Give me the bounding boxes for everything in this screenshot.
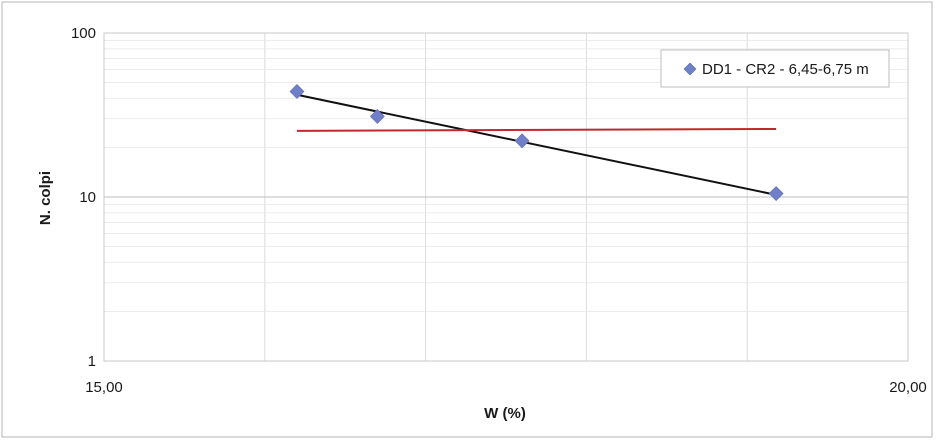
reference-line bbox=[296, 127, 777, 132]
plot-area bbox=[103, 32, 909, 362]
y-tick-label: 100 bbox=[71, 25, 96, 42]
x-axis-label: W (%) bbox=[484, 405, 526, 422]
y-tick-label: 10 bbox=[79, 189, 96, 206]
y-tick-label: 1 bbox=[88, 353, 96, 370]
y-axis-label: N. colpi bbox=[37, 171, 54, 225]
x-tick-label: 15,00 bbox=[85, 379, 123, 396]
data-point bbox=[369, 108, 385, 124]
data-point bbox=[514, 133, 530, 149]
ticks-layer: 1 10 100 15,00 20,00 bbox=[71, 25, 927, 396]
data-point bbox=[289, 84, 305, 99]
x-tick-label: 20,00 bbox=[889, 379, 927, 396]
legend-marker-icon bbox=[683, 62, 697, 76]
legend-box bbox=[660, 49, 890, 88]
points-layer bbox=[289, 84, 784, 201]
data-point bbox=[768, 186, 784, 201]
legend-label: DD1 - CR2 - 6,45-6,75 m bbox=[702, 61, 869, 78]
legend: DD1 - CR2 - 6,45-6,75 m bbox=[660, 49, 890, 88]
